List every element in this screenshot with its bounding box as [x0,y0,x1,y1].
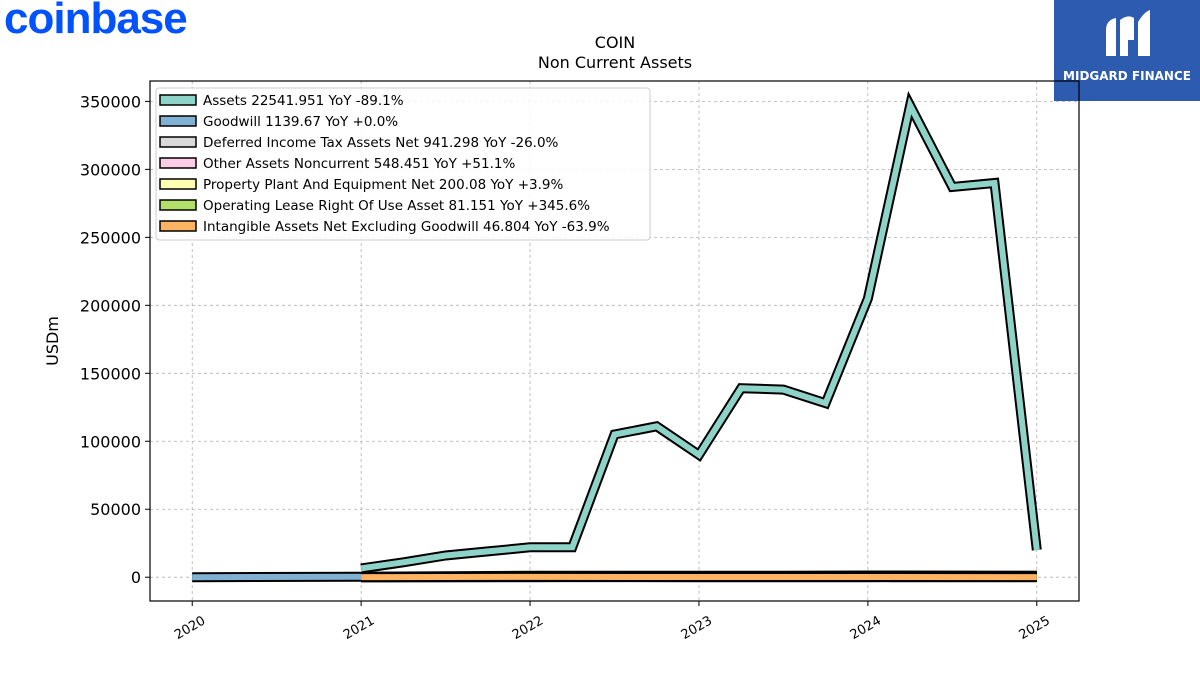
legend-swatch [159,220,197,232]
x-tick-label: 2024 [848,613,884,643]
legend-swatch [159,178,197,190]
legend-label: Other Assets Noncurrent 548.451 YoY +51.… [203,156,515,172]
chart-title: COIN [595,33,635,52]
chart-subtitle: Non Current Assets [538,53,692,72]
series-line [360,96,1040,572]
x-tick-label: 2025 [1017,613,1053,643]
y-tick-label: 0 [131,568,141,587]
y-tick-label: 350000 [80,92,141,111]
legend-label: Goodwill 1139.67 YoY +0.0% [203,114,398,130]
x-tick-label: 2020 [172,613,208,643]
x-axis: 2020 2021 2022 2023 2024 2025 [172,601,1053,643]
y-tick-label: 200000 [80,296,141,315]
coinbase-logo: coinbase [4,0,188,43]
series-layer [192,90,1042,583]
legend-label: Assets 22541.951 YoY -89.1% [203,93,404,109]
legend-label: Intangible Assets Net Excluding Goodwill… [203,219,610,235]
legend-box [155,87,651,241]
y-tick-label: 150000 [80,364,141,383]
legend-swatch [159,136,197,148]
y-tick-label: 300000 [80,160,141,179]
y-axis: 0 50000 100000 150000 200000 250000 300000 3500… [80,92,150,587]
y-tick-label: 250000 [80,228,141,247]
y-axis-label: USDm [43,316,62,366]
legend-label: Property Plant And Equipment Net 200.08 … [203,177,563,193]
legend-swatch [159,157,197,169]
y-tick-label: 50000 [90,500,141,519]
legend-swatch [159,199,197,211]
legend-label: Deferred Income Tax Assets Net 941.298 Y… [203,135,559,151]
x-tick-label: 2021 [341,613,377,643]
badge-text: MIDGARD FINANCE [1063,69,1191,83]
midgard-finance-badge: MIDGARD FINANCE [1054,0,1200,101]
legend-swatch [159,115,197,127]
legend: Assets 22541.951 YoY -89.1% Goodwill 1139… [155,87,651,241]
x-tick-label: 2023 [679,613,715,643]
legend-swatch [159,94,197,106]
plot-frame [149,80,1080,602]
x-tick-label: 2022 [510,613,546,643]
legend-label: Operating Lease Right Of Use Asset 81.15… [203,198,590,214]
y-tick-label: 100000 [80,432,141,451]
midgard-logo-icon [1106,10,1150,56]
